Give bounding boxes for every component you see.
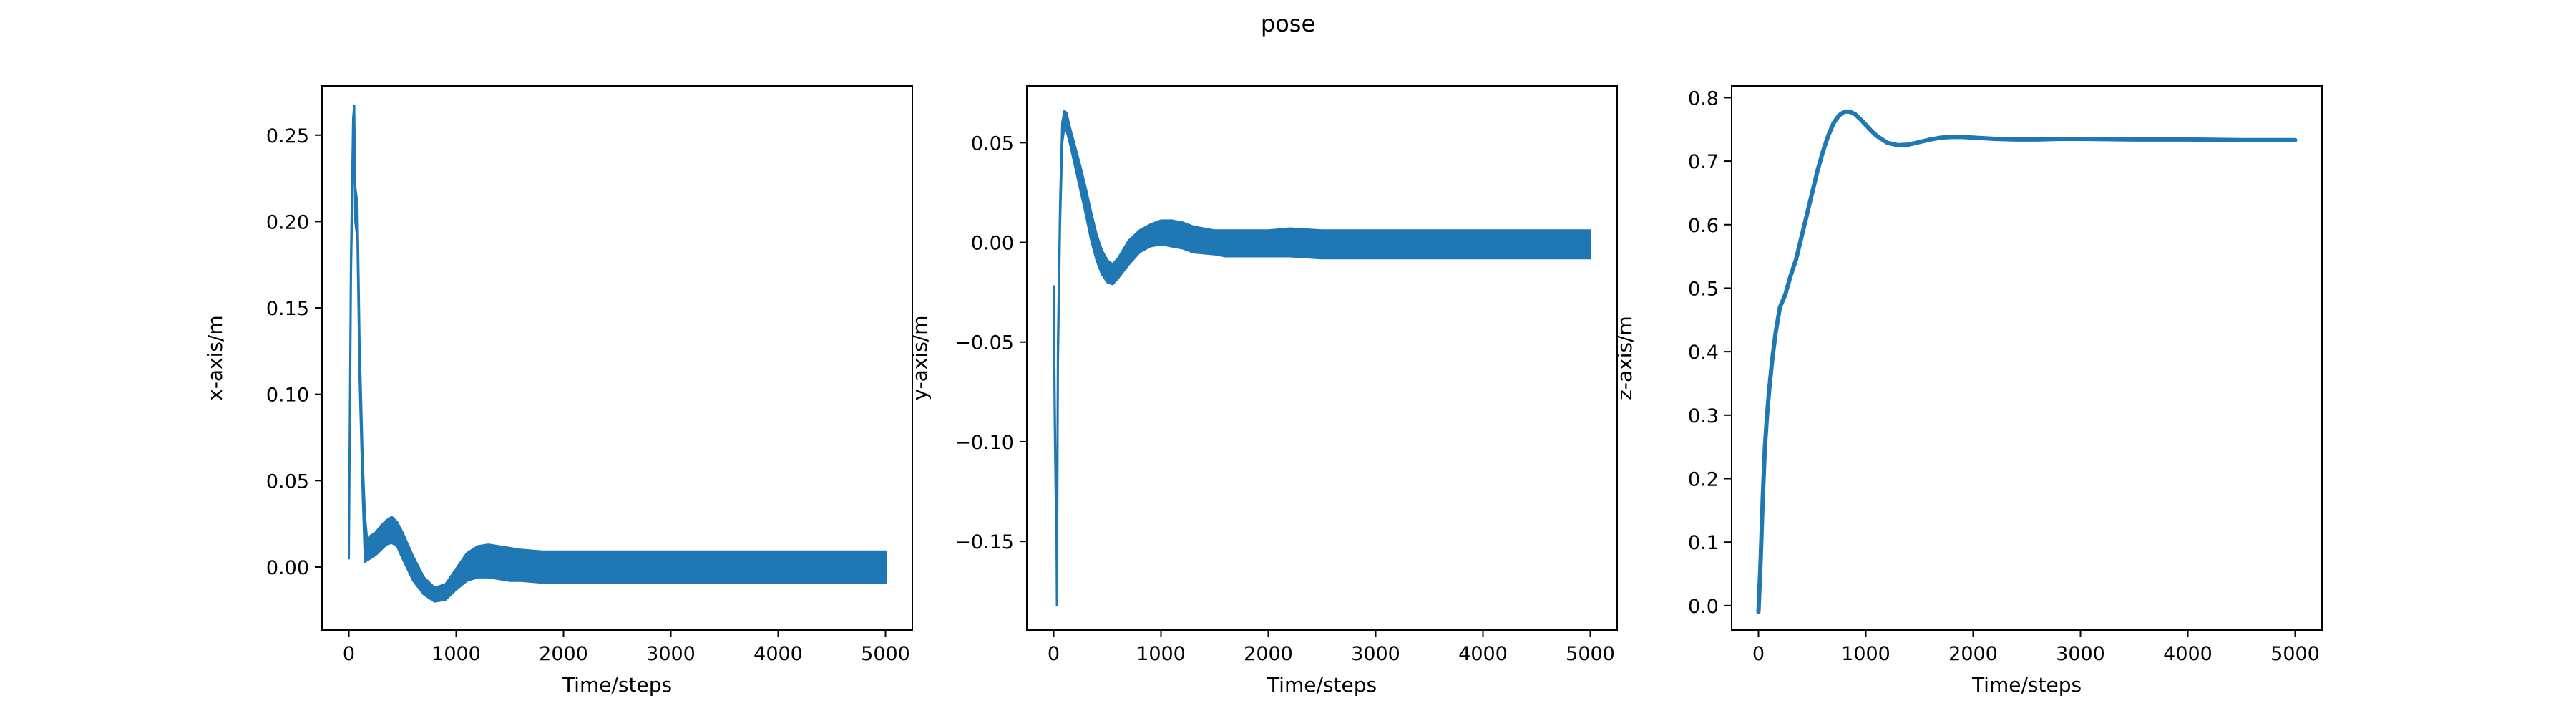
- x-tick-label: 1000: [431, 643, 481, 665]
- x-tick-label: 5000: [1566, 643, 1615, 665]
- z-axis-subplot: 0 1000 2000 3000 4000 5000 0.0 0.1 0.2 0.3 0.4 0.5 0…: [1613, 85, 2323, 697]
- y-tick-label: 0.25: [266, 125, 309, 147]
- x-tick-label: 0: [1048, 643, 1060, 665]
- x-tick-label: 3000: [2056, 643, 2105, 665]
- x-tick-label: 3000: [1351, 643, 1400, 665]
- series-line-0: [1053, 110, 1591, 606]
- y-tick-label: 0.00: [971, 233, 1014, 255]
- y-tick-label: 0.00: [266, 557, 309, 579]
- x-tick-label: 4000: [2163, 643, 2212, 665]
- y-tick-label: 0.6: [1688, 215, 1719, 237]
- y-tick-label: 0.5: [1688, 278, 1719, 300]
- y-tick-label: 0.8: [1688, 87, 1719, 110]
- y-tick-label: 0.05: [971, 132, 1014, 155]
- x-tick-label: 0: [343, 643, 355, 665]
- y-tick-label: 0.20: [266, 211, 309, 233]
- x-axis-label: Time/steps: [1971, 673, 2082, 697]
- x-tick-label: 4000: [753, 643, 803, 665]
- y-axis-label: y-axis/m: [908, 316, 932, 401]
- axes-frame: [321, 85, 913, 631]
- y-tick-label: 0.1: [1688, 532, 1719, 554]
- y-axis-label: x-axis/m: [203, 315, 227, 400]
- y-tick-label: 0.4: [1688, 342, 1719, 364]
- x-tick-label: 2000: [1948, 643, 1998, 665]
- y-tick-label: 0.7: [1688, 151, 1719, 173]
- x-tick-label: 1000: [1841, 643, 1890, 665]
- x-axis-label: Time/steps: [562, 673, 672, 697]
- axes-frame: [1026, 85, 1618, 631]
- x-tick-label: 4000: [1458, 643, 1508, 665]
- y-tick-label: 0.0: [1688, 596, 1719, 618]
- x-axis-subplot: 0 1000 2000 3000 4000 5000 0.00 0.05 0.10 0.15 0.2…: [203, 85, 913, 697]
- y-tick-label: −0.15: [955, 531, 1014, 553]
- y-tick-label: −0.10: [955, 432, 1014, 454]
- x-tick-label: 2000: [539, 643, 588, 665]
- y-tick-label: −0.05: [955, 332, 1014, 354]
- x-tick-label: 2000: [1244, 643, 1293, 665]
- figure-title: pose: [1260, 10, 1316, 37]
- series-line-0: [348, 105, 887, 603]
- x-tick-label: 0: [1752, 643, 1765, 665]
- x-tick-label: 5000: [2270, 643, 2320, 665]
- y-axis-label: z-axis/m: [1613, 316, 1636, 400]
- x-tick-label: 3000: [646, 643, 696, 665]
- axes-frame: [1731, 85, 2323, 631]
- x-tick-label: 1000: [1136, 643, 1186, 665]
- x-axis-label: Time/steps: [1267, 673, 1377, 697]
- x-tick-label: 5000: [861, 643, 910, 665]
- y-tick-label: 0.2: [1688, 468, 1719, 490]
- y-tick-label: 0.05: [266, 470, 309, 493]
- y-tick-label: 0.3: [1688, 405, 1719, 427]
- series-line-0: [1756, 109, 2298, 614]
- y-tick-label: 0.15: [266, 298, 309, 320]
- y-tick-label: 0.10: [266, 384, 309, 407]
- y-axis-subplot: 0 1000 2000 3000 4000 5000 −0.15 −0.10 −0.05 0.00…: [908, 85, 1618, 697]
